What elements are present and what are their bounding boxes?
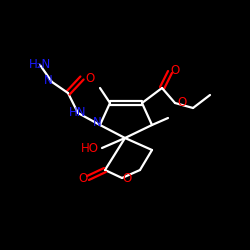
Text: N: N bbox=[92, 116, 102, 130]
Text: N: N bbox=[44, 74, 52, 86]
Text: HO: HO bbox=[81, 142, 99, 154]
Text: O: O bbox=[78, 172, 88, 184]
Text: HN: HN bbox=[69, 106, 87, 120]
Text: O: O bbox=[178, 96, 186, 110]
Text: H₂N: H₂N bbox=[29, 58, 51, 71]
Text: O: O bbox=[86, 72, 94, 85]
Text: O: O bbox=[170, 64, 179, 76]
Text: O: O bbox=[122, 172, 132, 184]
